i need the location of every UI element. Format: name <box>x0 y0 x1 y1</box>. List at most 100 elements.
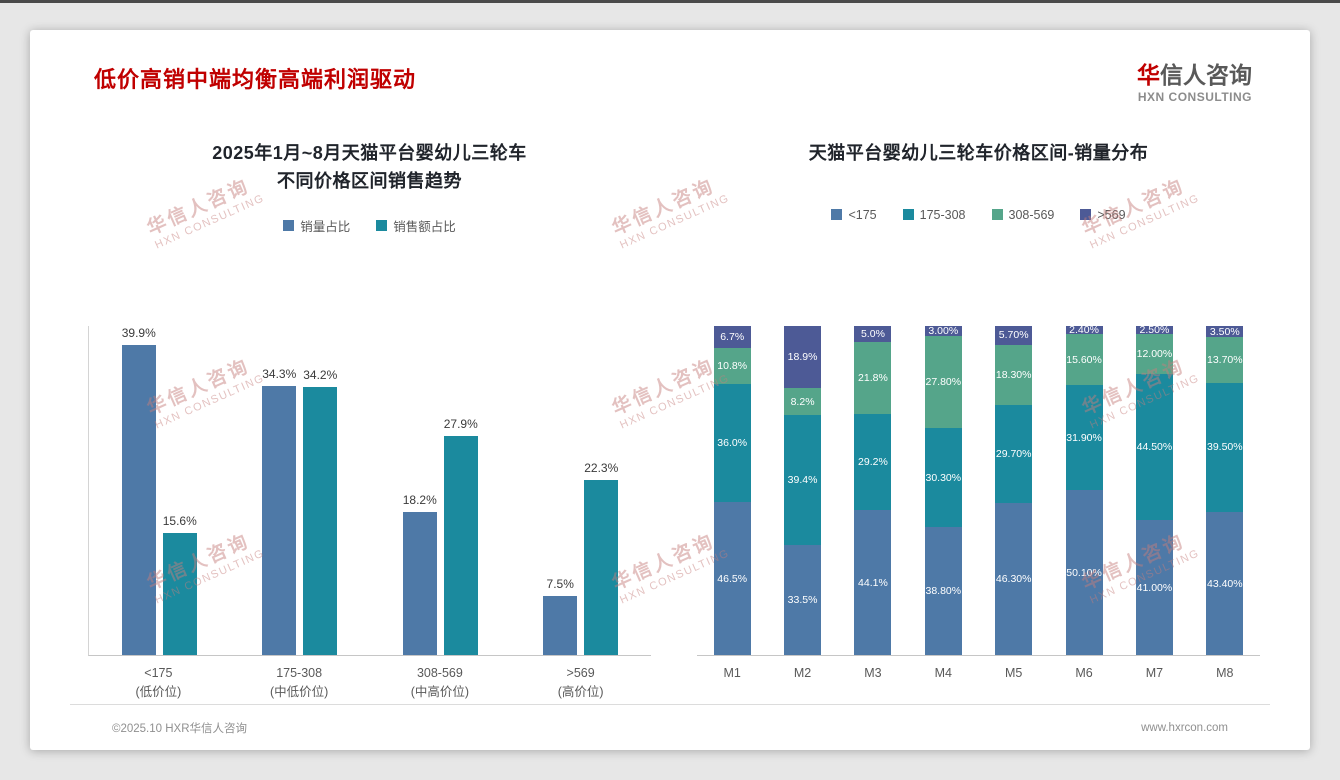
segment-label: 13.70% <box>1207 353 1243 366</box>
grouped-bar-legend: 销量占比 销售额占比 <box>88 216 651 235</box>
axis-label: M4 <box>934 666 952 680</box>
segment-label: 46.5% <box>717 572 748 585</box>
grouped-bar-axis: <175 (低价位) 175-308 (中低价位) 308-569 (中高价位) >569 (… <box>88 656 651 704</box>
bar-segment: 39.50% <box>1206 382 1244 513</box>
stacked-bar-chart: 天猫平台婴幼儿三轮车价格区间-销量分布 <175 175-308 308-569 >5… <box>697 140 1260 704</box>
axis-label-main: 175-308 <box>276 666 323 680</box>
stack-cell: 44.1% 29.2% 21.8% 5.0% <box>838 326 908 655</box>
bar-segment: 30.30% <box>924 427 962 528</box>
axis-label: >569 (高价位) <box>510 664 651 702</box>
bar-group-cell: 39.9% 15.6% <box>89 326 230 655</box>
stack-cell: 38.80% 30.30% 27.80% 3.00% <box>908 325 978 655</box>
footer: ©2025.10 HXR华信人咨询 www.hxrcon.com <box>70 704 1270 750</box>
axis-label: M5 <box>1005 666 1023 680</box>
segment-label: 44.1% <box>858 576 888 589</box>
bar-segment: 5.0% <box>854 326 892 343</box>
bar-segment: 43.40% <box>1206 512 1244 655</box>
axis-cell: M3 <box>838 664 908 704</box>
bar-segment: 41.00% <box>1135 520 1173 655</box>
bar-wrap: 34.2% <box>303 326 337 655</box>
bar-wrap: 7.5% <box>543 326 578 655</box>
footer-website: www.hxrcon.com <box>1141 721 1228 734</box>
bar <box>543 596 578 655</box>
segment-label: 38.80% <box>925 585 962 598</box>
bar-segment: 44.1% <box>854 510 892 655</box>
segment-label: 3.50% <box>1209 325 1240 338</box>
bar-value-label: 18.2% <box>402 493 437 508</box>
bar-segment: 46.5% <box>713 502 751 655</box>
legend-item: 308-569 <box>991 207 1055 222</box>
legend-swatch <box>991 209 1003 221</box>
segment-label: 18.30% <box>995 368 1032 381</box>
segment-label: 44.50% <box>1136 440 1173 453</box>
bar-segment: 50.10% <box>1065 490 1103 655</box>
axis-cell: M8 <box>1190 664 1260 704</box>
axis-label-sub: (中高价位) <box>410 684 470 699</box>
axis-cell: <175 (低价位) <box>88 664 229 704</box>
axis-label: M2 <box>793 666 812 680</box>
legend-swatch <box>376 219 388 231</box>
legend-swatch <box>831 209 843 221</box>
axis-cell: M5 <box>979 664 1049 704</box>
grouped-bar-chart-title-line1: 2025年1月~8月天猫平台婴幼儿三轮车 <box>212 143 527 163</box>
axis-label-main: >569 <box>566 666 595 680</box>
bar-segment: 29.2% <box>854 414 892 511</box>
axis-cell: M6 <box>1049 664 1119 704</box>
stack-cell: 46.30% 29.70% 18.30% 5.70% <box>979 326 1049 655</box>
axis-cell: M1 <box>697 664 767 704</box>
stacked-bar: 50.10% 31.90% 15.60% 2.40% <box>1065 324 1103 655</box>
bar-segment: 2.40% <box>1065 324 1103 336</box>
bar-group-cell: 34.3% 34.2% <box>230 326 371 655</box>
bar-wrap: 22.3% <box>584 326 618 655</box>
segment-label: 33.5% <box>787 593 818 606</box>
page-title: 低价高销中端均衡高端利润驱动 <box>94 67 417 92</box>
legend-item: 销售额占比 <box>376 216 456 235</box>
legend-label: 308-569 <box>1008 207 1055 222</box>
bar-segment: 38.80% <box>924 527 962 655</box>
brand-logo-cn: 华信人咨询 <box>1137 62 1252 90</box>
bar-wrap: 39.9% <box>122 326 156 655</box>
bar-value-label: 15.6% <box>162 513 197 528</box>
segment-label: 46.30% <box>995 572 1032 585</box>
bar-value-label: 22.3% <box>584 461 619 476</box>
axis-label: <175 (低价位) <box>88 664 229 702</box>
segment-label: 29.2% <box>858 456 888 469</box>
segment-label: 43.40% <box>1207 577 1243 590</box>
charts-row: 2025年1月~8月天猫平台婴幼儿三轮车 不同价格区间销售趋势 销量占比 销售额占… <box>30 126 1310 704</box>
grouped-bar-chart: 2025年1月~8月天猫平台婴幼儿三轮车 不同价格区间销售趋势 销量占比 销售额占… <box>88 140 651 704</box>
stack-cell: 43.40% 39.50% 13.70% 3.50% <box>1190 326 1260 655</box>
bar-segment: 44.50% <box>1135 373 1173 521</box>
bar-segment: 29.70% <box>995 404 1033 503</box>
bar <box>584 480 619 655</box>
grouped-bar-plot: 39.9% 15.6% 34.3% 34.2% 18.2% 27.9% 7.5% 22.3% <box>88 326 651 656</box>
bar-value-label: 27.9% <box>443 417 478 432</box>
legend-label: 销售额占比 <box>393 219 456 234</box>
bar-group: 39.9% 15.6% <box>122 326 197 655</box>
axis-cell: M2 <box>767 664 837 704</box>
bar-segment: 18.30% <box>995 344 1033 405</box>
axis-label-sub: (低价位) <box>135 684 182 699</box>
stack-cell: 50.10% 31.90% 15.60% 2.40% <box>1049 324 1119 655</box>
bar-segment: 15.60% <box>1065 333 1103 386</box>
stacked-bar: 38.80% 30.30% 27.80% 3.00% <box>924 325 962 655</box>
legend-item: <175 <box>831 208 877 222</box>
segment-label: 31.90% <box>1066 431 1102 444</box>
stacked-bar: 44.1% 29.2% 21.8% 5.0% <box>854 326 892 655</box>
stacked-bar: 46.30% 29.70% 18.30% 5.70% <box>995 326 1033 655</box>
bar-segment: 2.50% <box>1135 324 1173 336</box>
bar-segment: 36.0% <box>713 383 751 503</box>
axis-label: M7 <box>1145 666 1164 680</box>
segment-label: 18.9% <box>787 351 818 364</box>
top-edge-line <box>0 0 1340 3</box>
brand-logo: 华信人咨询 HXN CONSULTING <box>1137 62 1252 104</box>
bar <box>303 387 338 655</box>
bar-group: 7.5% 22.3% <box>543 326 618 655</box>
segment-label: 12.00% <box>1136 348 1173 360</box>
axis-label-sub: (高价位) <box>557 684 604 699</box>
segment-label: 8.2% <box>790 395 815 408</box>
segment-label: 10.8% <box>717 359 748 372</box>
brand-logo-en: HXN CONSULTING <box>1137 89 1252 104</box>
bar-group-cell: 7.5% 22.3% <box>511 326 652 655</box>
legend-item: 销量占比 <box>283 216 350 235</box>
legend-item: 175-308 <box>902 208 966 222</box>
